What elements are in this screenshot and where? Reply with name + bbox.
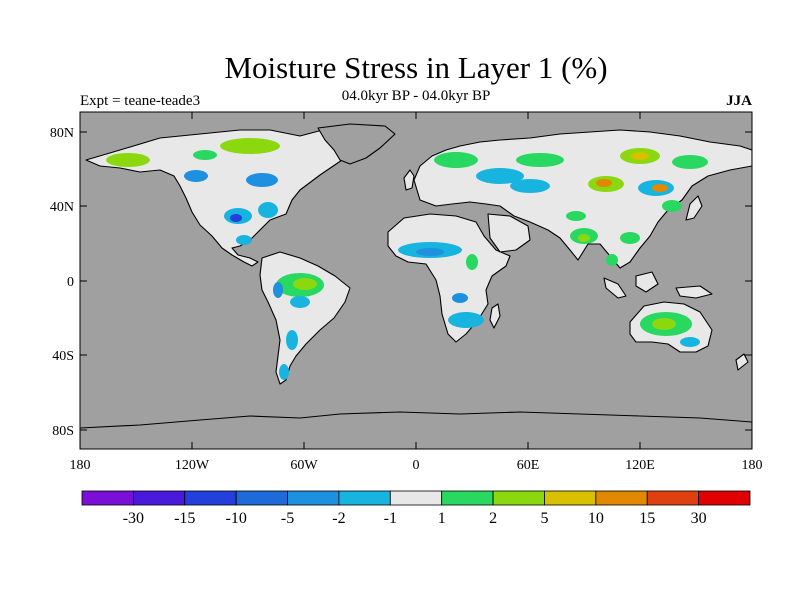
colorbar-swatch (441, 490, 494, 506)
anomaly-argentina (286, 330, 298, 350)
plot-subtitle: 04.0kyr BP - 04.0kyr BP (341, 88, 491, 104)
colorbar-swatch (184, 490, 237, 506)
colorbar-label: 1 (438, 510, 446, 527)
plot-title: Moisture Stress in Layer 1 (%) (224, 50, 608, 85)
season-label: JJA (726, 93, 752, 109)
anomaly-tibet (566, 211, 586, 221)
anomaly-amazon-core (293, 278, 317, 290)
colorbar-label: -30 (123, 510, 144, 527)
land-antarctica (80, 411, 752, 449)
anomaly-alaska (106, 153, 150, 167)
anomaly-manchuria (662, 200, 682, 212)
anomaly-central-siberia-core (631, 152, 649, 160)
colorbar-label: -1 (384, 510, 397, 527)
colorbar-label: -10 (225, 510, 246, 527)
lon-label: 180 (742, 458, 763, 473)
land-britain (403, 169, 415, 191)
lat-label: 80S (52, 424, 74, 439)
lat-label: 0 (67, 275, 74, 290)
anomaly-scandinavia (434, 152, 478, 168)
land-arabia (487, 213, 531, 253)
colorbar-swatch (595, 490, 648, 506)
anomaly-andes (273, 282, 283, 298)
colorbar-label: -5 (281, 510, 294, 527)
colorbar-label: 30 (691, 510, 707, 527)
lon-label: 120E (625, 458, 655, 473)
anomaly-us-plains-core (230, 214, 242, 222)
anomaly-east-siberia (672, 155, 708, 169)
land-new-zealand (735, 353, 749, 371)
land-greenland (317, 123, 396, 165)
colorbar-label: 2 (489, 510, 497, 527)
land-sumatra (603, 277, 627, 299)
lon-label: 180 (70, 458, 91, 473)
anomaly-mongolia-core (596, 179, 612, 187)
colorbar-swatch (81, 490, 134, 506)
colorbar-swatch (287, 490, 340, 506)
anomaly-patagonia (279, 364, 289, 380)
anomaly-hudson-bay (246, 173, 278, 187)
land-north-america (85, 126, 369, 267)
anomaly-west-siberia (516, 153, 564, 167)
colorbar-swatch (338, 490, 391, 506)
lat-label: 40S (52, 349, 74, 364)
anomaly-southern-africa (448, 312, 484, 328)
land-new-guinea (675, 285, 713, 299)
anomaly-sahel-core (416, 248, 444, 256)
colorbar-swatch (235, 490, 288, 506)
anomaly-central-africa (452, 293, 468, 303)
colorbar-label: 5 (540, 510, 548, 527)
anomaly-china-south (620, 232, 640, 244)
colorbar-label: -15 (174, 510, 195, 527)
colorbar-swatch (646, 490, 700, 506)
anomaly-north-china-hot (652, 184, 668, 192)
anomaly-east-africa (466, 254, 478, 270)
colorbar-swatch (132, 490, 186, 506)
colorbar-label: 10 (588, 510, 604, 527)
anomaly-arctic-canada (220, 138, 280, 154)
lon-label: 0 (413, 458, 420, 473)
anomaly-australia-core (652, 318, 676, 330)
anomaly-southeast-asia (606, 254, 618, 266)
lon-label: 60E (517, 458, 540, 473)
anomaly-us-east (258, 202, 278, 218)
colorbar-swatch (389, 490, 443, 506)
anomaly-western-canada (184, 170, 208, 182)
anomaly-mexico (236, 235, 252, 245)
colorbar: -30 -15 -10 -5 -2 -1 1 2 5 10 15 30 (81, 490, 751, 527)
colorbar-swatch (544, 490, 597, 506)
anomaly-bolivia (290, 296, 310, 308)
anomaly-western-russia (476, 168, 524, 184)
colorbar-label: 15 (639, 510, 655, 527)
experiment-label: Expt = teane-teade3 (80, 93, 201, 109)
lat-label: 40N (50, 200, 74, 215)
land-borneo (635, 271, 659, 293)
lon-label: 120W (175, 458, 210, 473)
lat-label: 80N (50, 126, 74, 141)
colorbar-swatch (492, 490, 545, 506)
colorbar-label: -2 (332, 510, 345, 527)
anomaly-siberia-blue (510, 179, 550, 193)
anomaly-india-core (578, 234, 590, 242)
lon-label: 60W (290, 458, 318, 473)
land-madagascar (489, 303, 501, 329)
land-japan (685, 195, 703, 221)
anomaly-arctic-canada-green (193, 150, 217, 160)
anomaly-se-australia (680, 337, 700, 347)
colorbar-swatch (698, 490, 751, 506)
